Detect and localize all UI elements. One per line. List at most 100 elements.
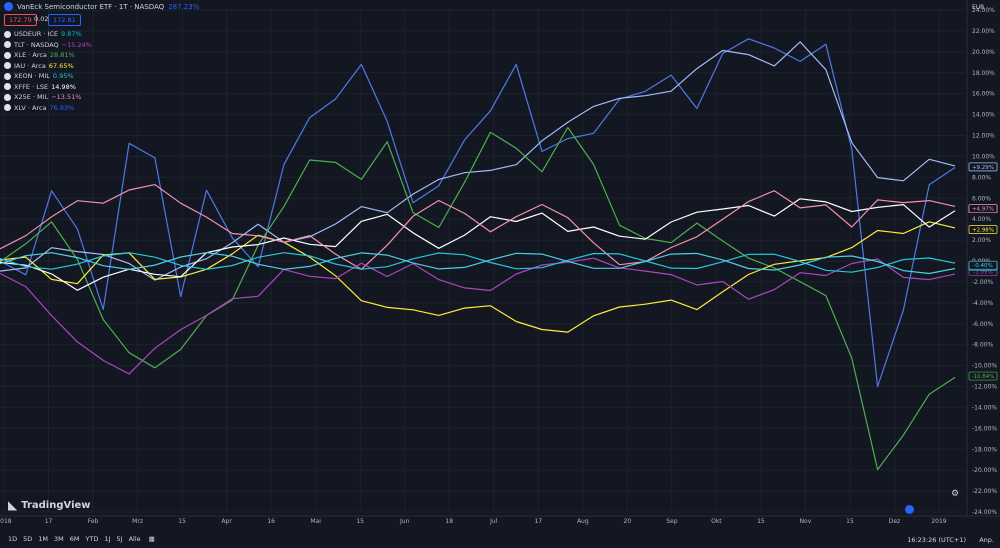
legend-item[interactable]: XFFE · LSE 14.98% (4, 82, 92, 93)
x-tick-label: 17 (534, 518, 542, 525)
timeframe-1d[interactable]: 1D (8, 535, 18, 543)
legend-item[interactable]: XLV · Arca 76.93% (4, 103, 92, 114)
legend-label: XFFE · LSE (14, 82, 49, 91)
y-tick-label: 8.00% (972, 174, 991, 181)
adjust-toggle[interactable]: Anp. (979, 536, 994, 544)
series-line (0, 126, 956, 471)
timeframe-1j[interactable]: 1J (104, 535, 111, 543)
x-tick-label: 15 (178, 518, 186, 525)
symbol-change: 287.23% (168, 2, 200, 11)
y-tick-label: -14.00% (972, 404, 997, 411)
timeframe-3m[interactable]: 3M (54, 535, 64, 543)
legend-value: 76.93% (49, 103, 75, 112)
series-legend: USDEUR · ICE 9.87% TLT · NASDAQ −15.24% XLE … (4, 29, 92, 113)
symbol-icon (4, 62, 11, 70)
timeframe-1m[interactable]: 1M (38, 535, 49, 543)
series-line (0, 38, 956, 388)
y-tick-label: -12.00% (972, 384, 997, 391)
last-value-badge (968, 260, 998, 270)
x-tick-label: Apr (221, 518, 232, 525)
legend-label: IAU · Arca (14, 61, 46, 70)
symbol-icon (4, 72, 11, 80)
legend-value: −15.24% (61, 40, 92, 49)
x-tick-label: 2019 (931, 518, 946, 525)
series-line (0, 252, 956, 275)
legend-value: 28.81% (49, 51, 75, 59)
timeframe-6m[interactable]: 6M (69, 535, 80, 543)
last-value-label: +2.98% (972, 228, 994, 234)
x-tick-label: Dez (889, 518, 900, 525)
x-tick-label: Okt (711, 518, 722, 525)
y-tick-label: 20.00% (972, 49, 995, 56)
symbol-icon (4, 41, 11, 49)
legend-value: −13.51% (51, 93, 82, 101)
series-line (0, 198, 956, 291)
legend-item[interactable]: X25E · MIL −13.51% (4, 92, 92, 103)
y-tick-label: 16.00% (972, 91, 995, 98)
series-line (0, 41, 956, 281)
series-line (0, 257, 956, 375)
last-value-label: -10.84% (972, 374, 995, 380)
legend-item[interactable]: TLT · NASDAQ −15.24% (4, 40, 92, 51)
gear-icon[interactable]: ⚙ (951, 489, 960, 499)
x-tick-label: Aug (577, 518, 589, 525)
y-tick-label: -4.00% (972, 300, 994, 307)
legend-item[interactable]: USDEUR · ICE 9.87% (4, 29, 92, 40)
x-tick-label: 20 (624, 518, 632, 525)
y-tick-label: 22.00% (972, 28, 995, 35)
symbol-icon (4, 30, 11, 38)
y-tick-label: -16.00% (972, 425, 997, 432)
x-tick-label: 15 (846, 518, 854, 525)
x-tick-label: 15 (757, 518, 765, 525)
symbol-header[interactable]: VanEck Semiconductor ETF · 1T · NASDAQ 2… (4, 2, 199, 11)
timeframe-ytd[interactable]: YTD (85, 535, 99, 543)
y-tick-label: 24.00% (972, 7, 995, 14)
x-tick-label: Mai (310, 518, 321, 525)
x-tick-label: 15 (356, 518, 364, 525)
x-tick-label: Jul (489, 518, 498, 525)
legend-label: XEON · MIL (14, 72, 50, 80)
symbol-icon (4, 93, 11, 101)
y-tick-label: 6.00% (972, 195, 991, 202)
legend-item[interactable]: IAU · Arca 67.65% (4, 61, 92, 72)
last-value-badge (968, 204, 998, 214)
symbol-icon (4, 83, 11, 91)
legend-label: TLT · NASDAQ (14, 40, 59, 49)
symbol-icon (4, 51, 11, 59)
x-tick-label: Nov (800, 518, 812, 525)
y-tick-label: 14.00% (972, 112, 995, 119)
last-value-label: +4.97% (972, 207, 994, 213)
brand-name: TradingView (21, 499, 91, 511)
series-line (0, 184, 956, 270)
currency-label: EUR (972, 4, 985, 11)
timeframe-5d[interactable]: 5D (23, 535, 33, 543)
y-tick-label: -24.00% (972, 509, 997, 516)
legend-label: USDEUR · ICE (14, 30, 59, 38)
legend-label: XLV · Arca (14, 103, 47, 112)
y-tick-label: -2.00% (972, 279, 994, 286)
y-tick-label: 10.00% (972, 153, 995, 160)
legend-item[interactable]: XLE · Arca 28.81% (4, 50, 92, 61)
date-range-icon[interactable]: ▦ (148, 535, 155, 543)
legend-item[interactable]: XEON · MIL 0.95% (4, 71, 92, 82)
last-value-label: +9.29% (972, 165, 994, 171)
last-value-label: -1.09% (973, 269, 992, 275)
x-tick-label: Sep (666, 518, 678, 525)
legend-label: X25E · MIL (14, 93, 49, 101)
symbol-icon (4, 104, 11, 112)
timeframe-5j[interactable]: 5J (116, 535, 123, 543)
clock: 16:23:26 (UTC+1) (907, 536, 966, 544)
x-tick-label: Feb (88, 518, 99, 525)
timeframe-selector: 1D 5D 1M 3M 6M YTD 1J 5J Alle (8, 535, 147, 543)
tradingview-logo: ◣ TradingView (8, 498, 91, 512)
buy-price-button[interactable]: 172.81 (48, 14, 81, 26)
x-tick-label: 18 (445, 518, 453, 525)
sell-price-button[interactable]: 172.79 (4, 14, 37, 26)
timeframe-alle[interactable]: Alle (128, 535, 141, 543)
bottom-toolbar: 1D 5D 1M 3M 6M YTD 1J 5J Alle ▦ 16:23:26 (UTC+1)… (0, 530, 1000, 548)
scroll-to-realtime-button[interactable] (905, 505, 914, 514)
legend-value: 14.98% (51, 82, 76, 91)
y-tick-label: -6.00% (972, 321, 994, 328)
tradingview-mark-icon: ◣ (8, 498, 18, 512)
